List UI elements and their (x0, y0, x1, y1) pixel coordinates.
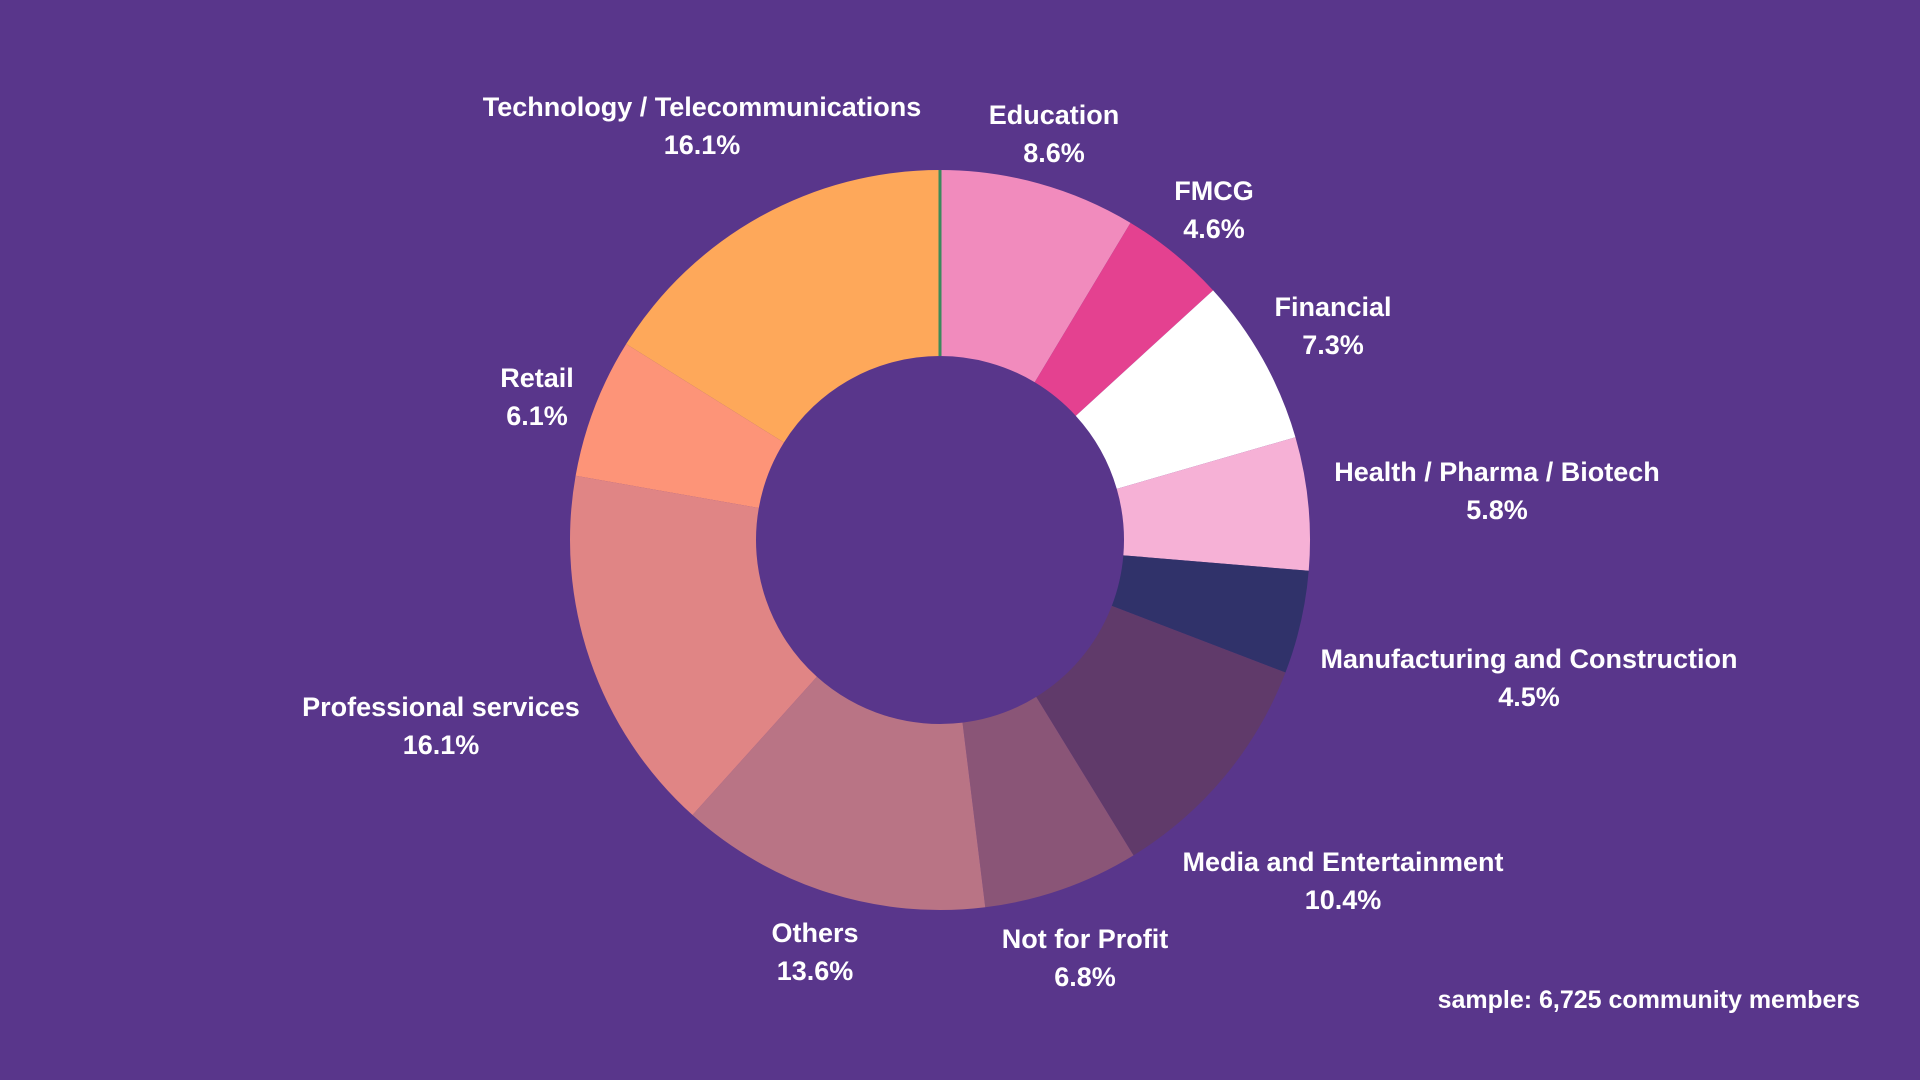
slice-name: Health / Pharma / Biotech (1334, 457, 1660, 487)
slice-value: 4.5% (1498, 682, 1560, 712)
slice-value: 6.8% (1054, 962, 1116, 992)
slice-value: 6.1% (506, 401, 568, 431)
slice-retail (575, 344, 784, 509)
slice-value: 10.4% (1304, 885, 1382, 915)
slice-name: Not for Profit (1001, 924, 1169, 954)
slice-education (940, 170, 1131, 383)
slice-name: Retail (500, 363, 574, 393)
slice-label-education: Education 8.6% (989, 96, 1120, 172)
slice-manufacturing-and-construction (1111, 555, 1309, 673)
slice-name: Manufacturing and Construction (1320, 644, 1738, 674)
slice-name: Education (988, 100, 1120, 130)
sample-note: sample: 6,725 community members (1437, 986, 1860, 1014)
slice-others (692, 676, 986, 910)
slice-label-professional-services: Professional services 16.1% (302, 688, 580, 764)
slice-name: Financial (1274, 292, 1392, 322)
slice-label-financial: Financial 7.3% (1274, 288, 1391, 364)
slice-label-not-for-profit: Not for Profit 6.8% (1002, 920, 1168, 996)
slice-label-technology-telecommunications: Technology / Telecommunications 16.1% (483, 88, 922, 164)
slice-not-for-profit (962, 696, 1134, 908)
slice-value: 7.3% (1302, 330, 1364, 360)
slice-value: 13.6% (776, 956, 854, 986)
slice-technology-telecommunications (626, 170, 940, 443)
slice-label-health-pharma-biotech: Health / Pharma / Biotech 5.8% (1334, 453, 1660, 529)
slice-value: 4.6% (1183, 214, 1245, 244)
slice-label-others: Others 13.6% (771, 914, 858, 990)
slice-name: Professional services (302, 692, 580, 722)
slice-label-retail: Retail 6.1% (500, 359, 574, 435)
slice-financial (1075, 290, 1296, 489)
slice-professional-services (570, 475, 817, 816)
slice-label-media-and-entertainment: Media and Entertainment 10.4% (1182, 843, 1503, 919)
slice-value: 5.8% (1466, 495, 1528, 525)
slice-health-pharma-biotech (1116, 437, 1310, 571)
slice-value: 16.1% (663, 130, 741, 160)
slice-fmcg (1034, 222, 1214, 416)
slice-label-manufacturing-and-construction: Manufacturing and Construction 4.5% (1321, 640, 1738, 716)
slice-media-and-entertainment (1036, 605, 1286, 856)
slice-name: Others (771, 918, 859, 948)
slice-name: Media and Entertainment (1182, 847, 1504, 877)
slice-name: Technology / Telecommunications (482, 92, 922, 122)
slice-value: 8.6% (1023, 138, 1085, 168)
slice-name: FMCG (1174, 176, 1254, 206)
slice-value: 16.1% (402, 730, 480, 760)
slice-label-fmcg: FMCG 4.6% (1174, 172, 1253, 248)
